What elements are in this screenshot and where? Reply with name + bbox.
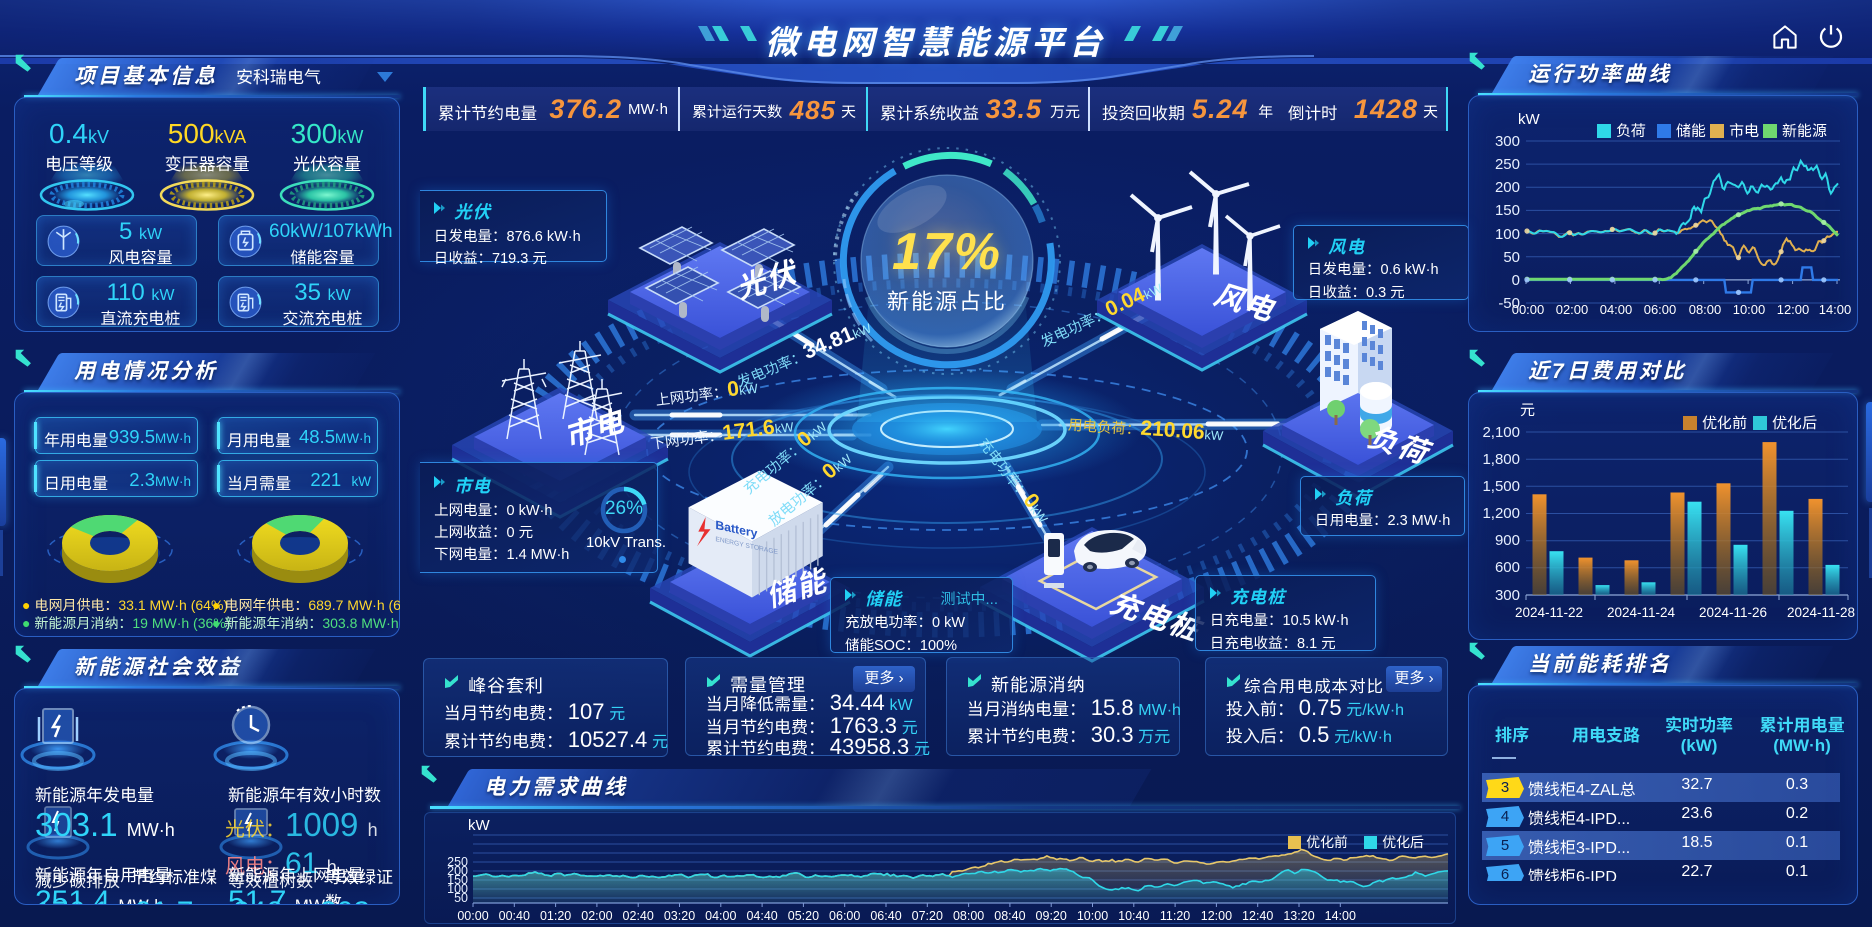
svg-text:优化前: 优化前 <box>1306 834 1348 850</box>
svg-text:新能源: 新能源 <box>1782 122 1827 140</box>
svg-text:04:40: 04:40 <box>746 909 777 923</box>
svg-text:12:00: 12:00 <box>1201 909 1232 923</box>
svg-text:50: 50 <box>454 891 468 905</box>
svg-text:200: 200 <box>447 864 468 878</box>
svg-text:2,100: 2,100 <box>1482 424 1520 441</box>
svg-text:09:20: 09:20 <box>1036 909 1067 923</box>
svg-text:100: 100 <box>1495 226 1520 243</box>
svg-text:250: 250 <box>447 855 468 869</box>
svg-text:01:20: 01:20 <box>540 909 571 923</box>
svg-text:1,800: 1,800 <box>1482 451 1520 468</box>
svg-text:1,200: 1,200 <box>1482 505 1520 522</box>
svg-text:02:00: 02:00 <box>1556 302 1589 317</box>
svg-text:04:00: 04:00 <box>705 909 736 923</box>
svg-text:150: 150 <box>447 873 468 887</box>
svg-text:06:00: 06:00 <box>829 909 860 923</box>
svg-text:优化后: 优化后 <box>1382 834 1424 850</box>
svg-text:300: 300 <box>1495 133 1520 150</box>
svg-text:00:40: 00:40 <box>499 909 530 923</box>
svg-text:负荷: 负荷 <box>1616 123 1646 140</box>
svg-text:08:00: 08:00 <box>1689 302 1722 317</box>
svg-text:10:00: 10:00 <box>1733 302 1766 317</box>
svg-text:kW: kW <box>1518 111 1541 128</box>
svg-text:市电: 市电 <box>1729 123 1759 140</box>
svg-text:10:40: 10:40 <box>1118 909 1149 923</box>
svg-text:06:40: 06:40 <box>870 909 901 923</box>
svg-text:元: 元 <box>1520 402 1535 419</box>
svg-text:-50: -50 <box>1498 295 1520 312</box>
svg-text:14:00: 14:00 <box>1325 909 1356 923</box>
svg-text:12:40: 12:40 <box>1242 909 1273 923</box>
svg-text:0: 0 <box>1512 272 1520 289</box>
svg-text:08:40: 08:40 <box>994 909 1025 923</box>
svg-text:优化后: 优化后 <box>1772 414 1817 432</box>
svg-text:06:00: 06:00 <box>1644 302 1677 317</box>
svg-text:50: 50 <box>1503 249 1520 266</box>
svg-text:05:20: 05:20 <box>788 909 819 923</box>
svg-text:200: 200 <box>1495 179 1520 196</box>
svg-text:04:00: 04:00 <box>1600 302 1633 317</box>
svg-text:10:00: 10:00 <box>1077 909 1108 923</box>
svg-text:00:00: 00:00 <box>457 909 488 923</box>
svg-text:07:20: 07:20 <box>912 909 943 923</box>
svg-text:100: 100 <box>447 882 468 896</box>
svg-text:300: 300 <box>1495 587 1520 604</box>
svg-text:储能: 储能 <box>1676 122 1706 140</box>
svg-text:02:40: 02:40 <box>623 909 654 923</box>
svg-text:08:00: 08:00 <box>953 909 984 923</box>
svg-text:13:20: 13:20 <box>1283 909 1314 923</box>
svg-text:14:00: 14:00 <box>1819 302 1852 317</box>
svg-text:kW: kW <box>468 817 491 834</box>
svg-text:12:00: 12:00 <box>1777 302 1810 317</box>
svg-text:2024-11-26: 2024-11-26 <box>1699 605 1767 620</box>
svg-text:1,500: 1,500 <box>1482 478 1520 495</box>
svg-text:150: 150 <box>1495 202 1520 219</box>
svg-text:250: 250 <box>1495 156 1520 173</box>
svg-text:02:00: 02:00 <box>581 909 612 923</box>
svg-text:2024-11-28: 2024-11-28 <box>1787 605 1855 620</box>
svg-text:900: 900 <box>1495 532 1520 549</box>
svg-text:03:20: 03:20 <box>664 909 695 923</box>
svg-text:11:20: 11:20 <box>1160 909 1190 923</box>
svg-text:2024-11-24: 2024-11-24 <box>1607 605 1676 620</box>
svg-text:600: 600 <box>1495 559 1520 576</box>
svg-text:00:00: 00:00 <box>1512 302 1545 317</box>
svg-text:2024-11-22: 2024-11-22 <box>1515 605 1583 620</box>
svg-text:优化前: 优化前 <box>1702 414 1747 432</box>
